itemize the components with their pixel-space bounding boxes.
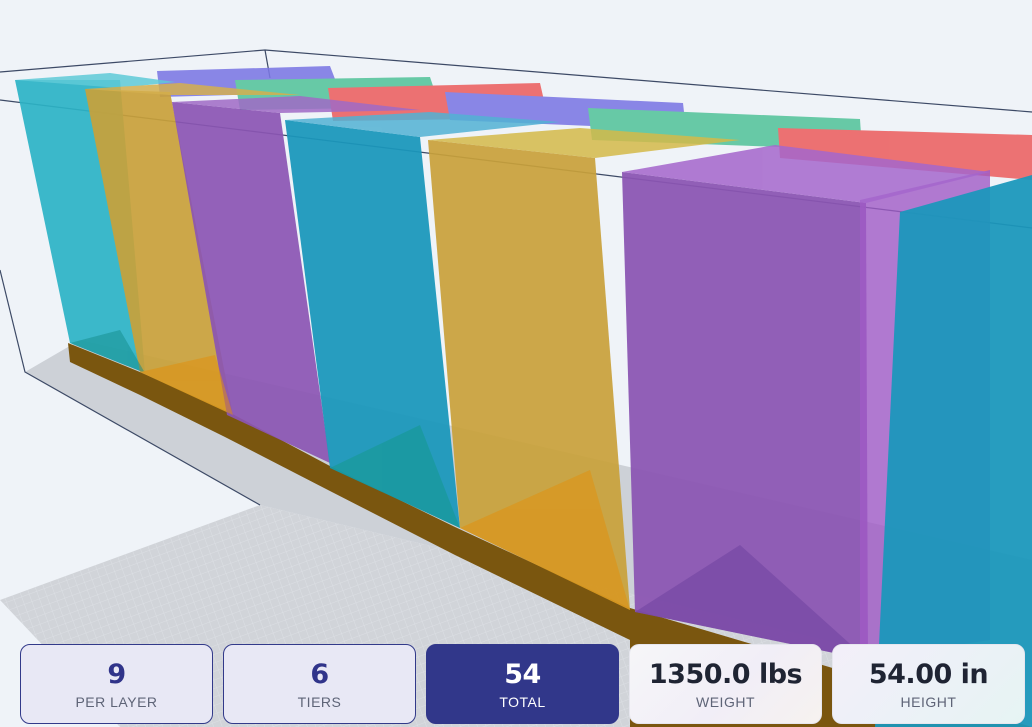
- stat-weight: 1350.0 lbs WEIGHT: [629, 644, 822, 724]
- stat-weight-label: WEIGHT: [696, 693, 755, 710]
- stat-tiers-label: TIERS: [297, 693, 342, 710]
- stat-tiers-value: 6: [310, 658, 329, 690]
- stat-per-layer-label: PER LAYER: [75, 693, 158, 710]
- stat-weight-value: 1350.0 lbs: [648, 658, 803, 690]
- stat-height-value: 54.00 in: [868, 658, 989, 690]
- stat-per-layer: 9 PER LAYER: [20, 644, 213, 724]
- stat-per-layer-value: 9: [107, 658, 126, 690]
- stats-bar: 9 PER LAYER 6 TIERS 54 TOTAL 1350.0 lbs …: [20, 644, 1032, 724]
- stat-total: 54 TOTAL: [426, 644, 619, 724]
- stat-total-label: TOTAL: [499, 693, 546, 710]
- box-bottoms: [70, 330, 868, 660]
- stat-tiers: 6 TIERS: [223, 644, 416, 724]
- stat-height-label: HEIGHT: [900, 693, 957, 710]
- stat-total-value: 54: [504, 658, 541, 690]
- front-row-tops: [15, 73, 990, 203]
- stat-height: 54.00 in HEIGHT: [832, 644, 1025, 724]
